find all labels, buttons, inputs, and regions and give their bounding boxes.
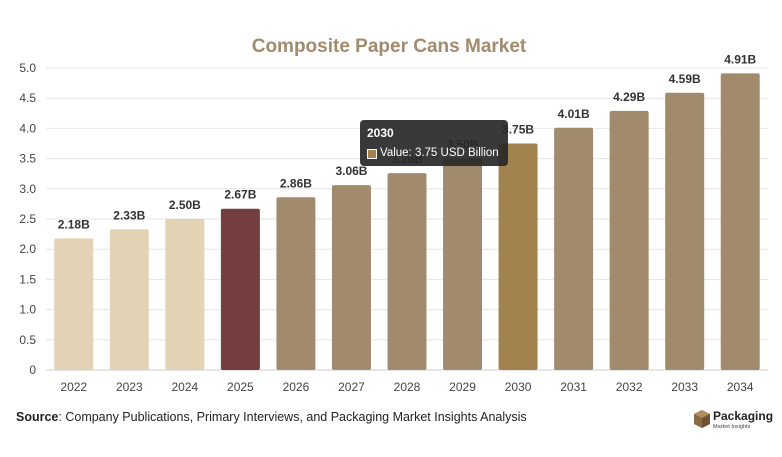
x-tick-label: 2030 <box>505 380 532 394</box>
data-label: 4.59B <box>669 72 701 86</box>
y-tick-label: 1.5 <box>19 272 36 286</box>
data-label: 3.75B <box>502 123 534 137</box>
bar-2034[interactable] <box>720 73 760 370</box>
y-tick-label: 4.0 <box>19 121 36 135</box>
x-tick-label: 2033 <box>671 380 698 394</box>
x-tick-label: 2031 <box>560 380 587 394</box>
x-tick-label: 2027 <box>338 380 365 394</box>
x-axis: 2022 2023 2024 2025 2026 2027 2028 2029 2030 2031… <box>60 380 753 394</box>
y-tick-label: 2.0 <box>19 242 36 256</box>
data-label: 2.86B <box>280 176 312 190</box>
logo-tagline: Market Insights <box>713 424 751 430</box>
y-tick-label: 5.0 <box>19 61 36 75</box>
data-label: 2.50B <box>169 198 201 212</box>
x-tick-label: 2028 <box>394 380 421 394</box>
x-tick-label: 2025 <box>227 380 254 394</box>
source-prefix: Source <box>16 410 59 424</box>
bar-2030[interactable] <box>498 143 538 371</box>
data-label: 2.18B <box>58 217 90 231</box>
x-tick-label: 2023 <box>116 380 143 394</box>
x-tick-label: 2022 <box>60 380 87 394</box>
box-logo-icon <box>694 410 710 428</box>
data-label: 4.91B <box>724 52 756 66</box>
bar-2029[interactable] <box>443 158 483 370</box>
y-tick-label: 1.0 <box>19 303 36 317</box>
bar-2033[interactable] <box>665 92 705 370</box>
brand-logo: Packaging Market Insights <box>694 408 774 434</box>
y-tick-label: 4.5 <box>19 91 36 105</box>
data-label: 4.01B <box>558 107 590 121</box>
data-label: 4.29B <box>613 90 645 104</box>
bar-2026[interactable] <box>276 197 316 370</box>
x-tick-label: 2024 <box>171 380 198 394</box>
tooltip-swatch <box>367 149 377 159</box>
x-tick-label: 2032 <box>616 380 643 394</box>
tooltip-label: Value: 3.75 USD Billion <box>380 147 499 159</box>
source-note: Source: Company Publications, Primary In… <box>16 410 527 424</box>
source-text: : Company Publications, Primary Intervie… <box>58 410 527 424</box>
chart-title: Composite Paper Cans Market <box>252 36 527 57</box>
bars <box>54 73 760 371</box>
logo-name: Packaging <box>713 409 774 423</box>
bar-2032[interactable] <box>609 110 649 370</box>
bar-2031[interactable] <box>554 127 594 371</box>
data-label: 2.33B <box>113 208 145 222</box>
tooltip-title: 2030 <box>367 126 394 140</box>
bar-2025[interactable] <box>220 208 260 370</box>
x-tick-label: 2026 <box>283 380 310 394</box>
y-tick-label: 0.5 <box>19 333 36 347</box>
bar-2024[interactable] <box>165 219 205 370</box>
bar-chart: Composite Paper Cans Market 0 0.5 1.0 1.5 2.… <box>19 36 768 394</box>
bar-2027[interactable] <box>331 185 371 370</box>
y-tick-label: 2.5 <box>19 212 36 226</box>
y-tick-label: 3.0 <box>19 182 36 196</box>
y-axis: 0 0.5 1.0 1.5 2.0 2.5 3.0 3.5 4.0 4.5 5.0 <box>19 61 36 377</box>
bar-2022[interactable] <box>54 238 94 370</box>
y-tick-label: 3.5 <box>19 152 36 166</box>
tooltip: 2030 Value: 3.75 USD Billion <box>360 120 508 166</box>
data-label: 3.06B <box>335 164 367 178</box>
bar-2023[interactable] <box>109 229 149 370</box>
bar-2028[interactable] <box>387 173 427 370</box>
x-tick-label: 2029 <box>449 380 476 394</box>
y-tick-label: 0 <box>29 363 36 377</box>
x-tick-label: 2034 <box>727 380 754 394</box>
data-label: 2.67B <box>224 188 256 202</box>
